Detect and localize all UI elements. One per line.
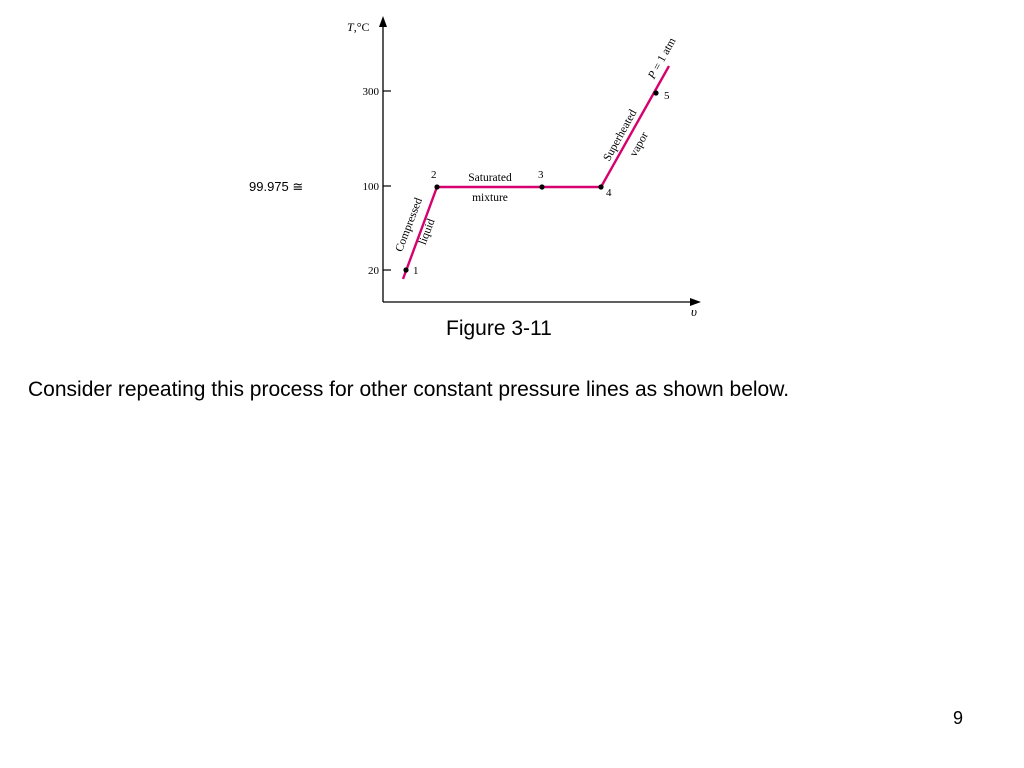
- axes: [382, 24, 693, 303]
- slide-number: 9: [952, 708, 963, 728]
- state-point-2: [434, 184, 440, 190]
- y-tick-label-300: 300: [363, 86, 380, 98]
- slide-body-text: Consider repeating this process for othe…: [28, 378, 790, 401]
- region-label-saturated: Saturated: [468, 172, 512, 184]
- state-label-4: 4: [606, 187, 612, 199]
- state-point-3: [539, 184, 545, 190]
- x-axis-label: υ: [691, 304, 697, 319]
- y-tick-marks: [383, 90, 391, 271]
- pressure-label: P = 1 atm: [646, 36, 679, 82]
- y-axis-arrow-icon: [379, 16, 387, 27]
- y-axis-label: T,°C: [347, 20, 370, 34]
- constant-pressure-process-line: [401, 65, 671, 280]
- figure-caption: Figure 3-11: [446, 317, 552, 340]
- state-label-3: 3: [538, 169, 544, 181]
- region-label-liquid: liquid: [417, 217, 438, 247]
- state-label-5: 5: [664, 90, 670, 102]
- state-point-4: [598, 184, 604, 190]
- saturation-temperature-annotation: 99.975 ≅: [249, 179, 303, 194]
- state-point-1: [403, 267, 409, 273]
- y-tick-label-100: 100: [363, 181, 380, 193]
- state-points: [403, 90, 659, 273]
- region-label-compressed: Compressed: [393, 196, 425, 254]
- region-label-mixture: mixture: [472, 192, 508, 204]
- state-label-1: 1: [413, 265, 419, 277]
- y-tick-label-20: 20: [368, 265, 380, 277]
- x-axis-arrow-icon: [690, 298, 701, 306]
- state-point-5: [653, 90, 659, 96]
- state-label-2: 2: [431, 169, 437, 181]
- t-v-diagram: T,°C υ 300 100 20 99.975 ≅ 1 2 3 4 5 Com…: [249, 16, 701, 319]
